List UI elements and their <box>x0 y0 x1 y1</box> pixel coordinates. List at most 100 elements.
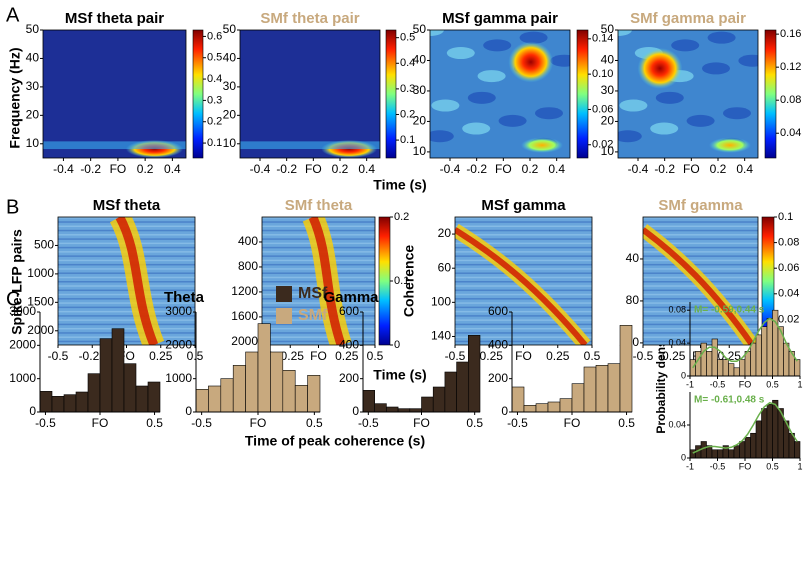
bar <box>257 323 271 413</box>
heatmap-texture <box>643 327 758 330</box>
heatmap-texture <box>262 306 375 309</box>
bar <box>220 378 234 413</box>
y-tick-label: 3000 <box>9 304 36 318</box>
heatmap-texture <box>446 47 475 60</box>
x-tick-label: -0.2 <box>654 162 675 176</box>
heatmap-texture <box>550 54 570 67</box>
colorbar-tick-label: 0.3 <box>207 94 222 106</box>
x-tick-label: 0.5 <box>466 416 483 430</box>
heatmap-texture <box>58 327 195 330</box>
y-tick-label: 40 <box>223 51 237 65</box>
heatmap-texture <box>643 298 758 300</box>
colorbar-tick-label: 0.2 <box>400 108 415 120</box>
y-tick-label: 40 <box>626 251 640 265</box>
x-tick-label: 0.2 <box>710 162 727 176</box>
x-tick-label: 0.4 <box>548 162 565 176</box>
fit-line <box>692 401 798 454</box>
heatmap-texture <box>455 246 592 249</box>
chart-title: SMf gamma pair <box>630 10 746 27</box>
plot-frame <box>429 29 571 159</box>
heatmap-texture <box>618 130 642 143</box>
heatmap-texture <box>455 302 592 304</box>
x-tick-label: -0.2 <box>80 162 101 176</box>
colorbar <box>576 29 589 159</box>
x-tick-label: 0.4 <box>164 162 181 176</box>
bar <box>717 449 724 459</box>
x-tick-label: -0.5 <box>35 416 56 430</box>
bar <box>744 437 751 459</box>
chart-title: SMf theta <box>285 197 353 214</box>
colorbar-tick-label: 0.16 <box>780 28 801 40</box>
heatmap-texture <box>455 336 592 338</box>
x-axis-title: Time (s) <box>373 367 426 383</box>
heatmap-texture <box>643 225 758 228</box>
bar <box>232 365 246 413</box>
heatmap-texture <box>58 315 195 317</box>
colorbar-tick-label: 0.02 <box>592 139 613 151</box>
heatmap-texture <box>262 336 375 338</box>
x-tick-label: FO <box>305 162 322 176</box>
bar <box>750 432 757 459</box>
heatmap-texture <box>455 323 592 326</box>
annotation: M= -0.61,0.48 s <box>694 395 765 406</box>
bar <box>467 335 481 413</box>
chart-title: MSf gamma pair <box>442 10 558 27</box>
x-tick-label: -0.5 <box>358 416 379 430</box>
x-tick-label: -0.25 <box>277 349 305 363</box>
heatmap-texture <box>455 306 592 309</box>
bar <box>99 338 113 413</box>
bar <box>722 359 729 377</box>
x-tick-label: FO <box>739 461 752 471</box>
y-tick-label: 0 <box>681 370 686 380</box>
heatmap-texture <box>308 217 346 345</box>
x-tick-label: -0.2 <box>466 162 487 176</box>
x-tick-label: 0.4 <box>358 162 375 176</box>
bar <box>595 365 609 413</box>
y-tick-label: 0.08 <box>668 305 686 315</box>
bar <box>63 394 77 413</box>
x-tick-label: FO <box>495 162 512 176</box>
x-tick-label: 0.5 <box>187 349 204 363</box>
heatmap-texture <box>477 70 506 83</box>
x-tick-label: 1 <box>797 461 802 471</box>
x-tick-label: -1 <box>686 379 694 389</box>
heatmap <box>618 30 758 158</box>
heatmap-texture <box>643 302 758 304</box>
bar <box>755 420 762 459</box>
bar <box>294 385 308 413</box>
heatmap-texture <box>643 315 758 317</box>
fit-line <box>692 317 798 369</box>
y-tick-label: 800 <box>238 259 258 273</box>
heatmap-texture <box>709 137 751 153</box>
y-tick-label: 200 <box>339 371 359 385</box>
heatmap-texture <box>455 242 592 245</box>
bar <box>700 342 707 377</box>
colorbar <box>385 29 397 159</box>
heatmap-texture <box>431 99 460 112</box>
x-tick-label: -0.5 <box>445 349 466 363</box>
bar <box>761 408 768 459</box>
bar <box>619 325 633 413</box>
y-axis-title: Frequency (Hz) <box>7 47 23 148</box>
x-tick-label: -0.5 <box>710 461 726 471</box>
y-tick-label: 30 <box>26 79 40 93</box>
colorbar <box>764 29 777 159</box>
bar <box>766 318 773 377</box>
bar <box>535 403 549 413</box>
bar <box>307 375 321 413</box>
plot-frame <box>42 29 187 159</box>
x-tick-label: -0.25 <box>476 349 504 363</box>
heatmap-texture <box>655 91 684 104</box>
heatmap-body <box>43 30 186 158</box>
y-tick-label: 20 <box>223 108 237 122</box>
colorbar-tick-label: 0.06 <box>592 103 613 115</box>
panel-label: B <box>6 196 19 218</box>
y-tick-label: 2000 <box>27 323 54 337</box>
heatmap-texture <box>455 251 592 253</box>
heatmap-texture <box>643 310 758 313</box>
heatmap-texture <box>637 47 683 89</box>
heatmap-texture <box>643 293 758 296</box>
heatmap-texture <box>262 340 375 343</box>
y-tick-label: 1000 <box>9 371 36 385</box>
heatmap-texture <box>43 141 186 150</box>
